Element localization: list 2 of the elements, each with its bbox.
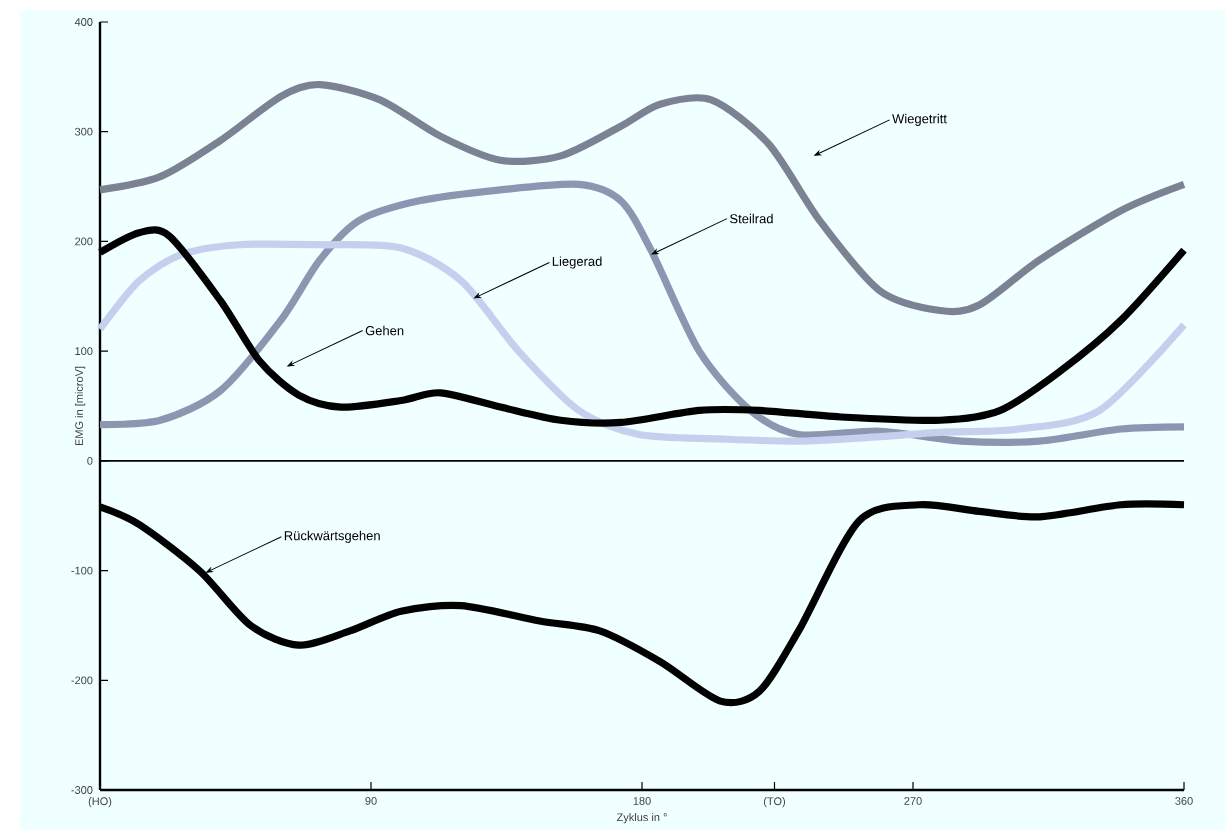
line-series bbox=[96, 80, 1188, 316]
line-series bbox=[96, 180, 1188, 446]
